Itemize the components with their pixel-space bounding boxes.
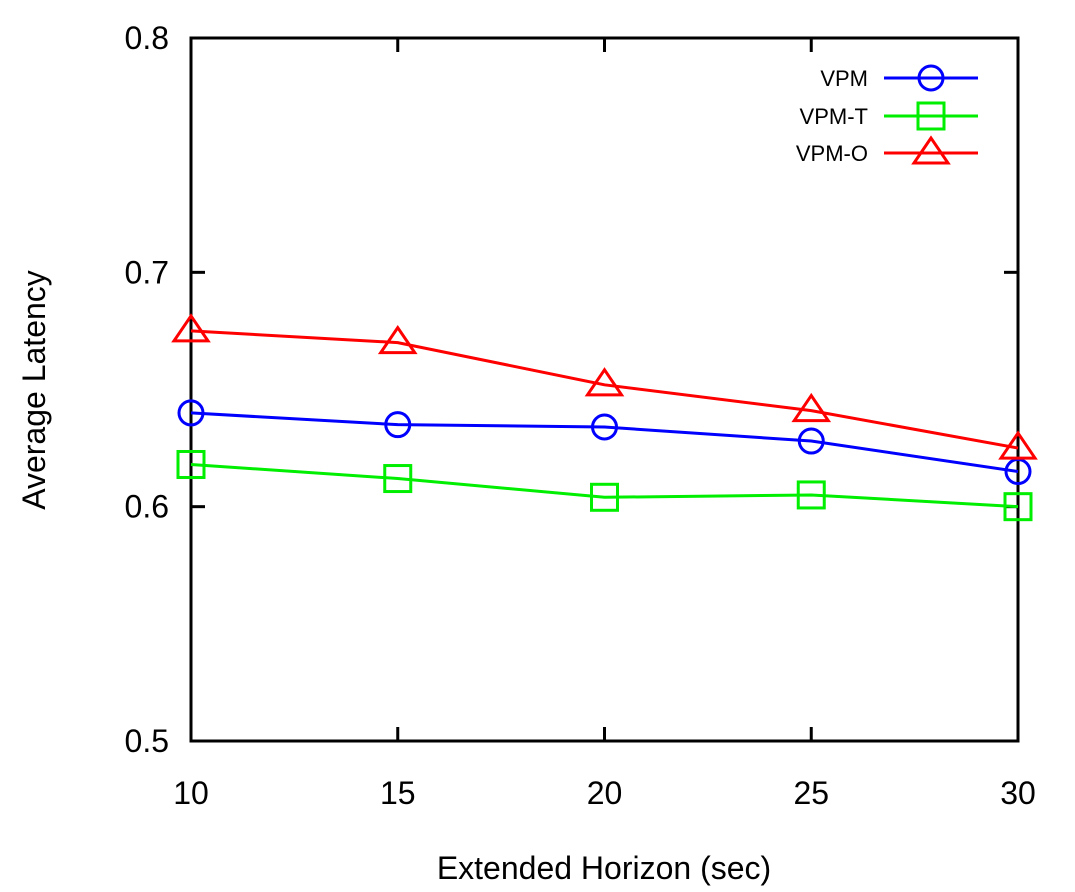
x-axis: 10 15 20 25 30	[173, 38, 1036, 811]
data-point-vpm-o	[584, 367, 625, 397]
y-axis: 0.5 0.6 0.7 0.8	[125, 20, 1018, 759]
legend-marker-vpm	[917, 64, 945, 92]
series-line-vpm-o	[190, 329, 1019, 450]
y-tick-label: 0.5	[125, 723, 169, 759]
legend-label: VPM	[820, 66, 868, 91]
series-line-vpm	[190, 411, 1019, 474]
data-point-vpm	[797, 427, 825, 455]
y-tick-label: 0.6	[125, 489, 169, 525]
series-vpm-t	[176, 449, 1033, 522]
legend: VPM VPM-T VPM-O	[796, 64, 978, 166]
series-vpm	[177, 399, 1032, 486]
data-point-vpm-t	[176, 449, 206, 479]
data-point-vpm-t	[1003, 492, 1033, 522]
data-point-vpm-o	[377, 324, 418, 355]
legend-item-vpm: VPM	[820, 64, 978, 92]
x-tick-label: 30	[1000, 775, 1036, 811]
y-tick-label: 0.7	[125, 254, 169, 290]
legend-item-vpm-o: VPM-O	[796, 135, 978, 166]
data-point-vpm-o	[171, 313, 211, 343]
legend-item-vpm-t: VPM-T	[800, 101, 978, 131]
legend-marker-vpm-t	[916, 101, 946, 131]
legend-label: VPM-T	[800, 104, 868, 129]
x-tick-label: 10	[173, 775, 209, 811]
series-layer	[171, 313, 1038, 522]
data-point-vpm	[591, 413, 618, 441]
x-tick-label: 20	[587, 775, 623, 811]
legend-marker-vpm-o	[911, 135, 951, 165]
data-point-vpm-o	[998, 430, 1038, 460]
data-point-vpm-o	[791, 392, 832, 423]
y-tick-label: 0.8	[125, 20, 169, 56]
y-axis-title: Average Latency	[16, 270, 52, 510]
x-axis-title: Extended Horizon (sec)	[437, 850, 771, 886]
data-point-vpm	[177, 399, 205, 427]
plot-area-frame	[189, 36, 1020, 743]
legend-label: VPM-O	[796, 141, 868, 166]
x-tick-label: 15	[380, 775, 416, 811]
data-point-vpm-t	[796, 480, 826, 510]
data-point-vpm-t	[590, 482, 619, 512]
series-line-vpm-t	[190, 462, 1019, 509]
data-point-vpm	[384, 411, 412, 439]
x-tick-label: 25	[793, 775, 829, 811]
data-point-vpm-t	[383, 464, 413, 494]
series-vpm-o	[171, 313, 1038, 460]
